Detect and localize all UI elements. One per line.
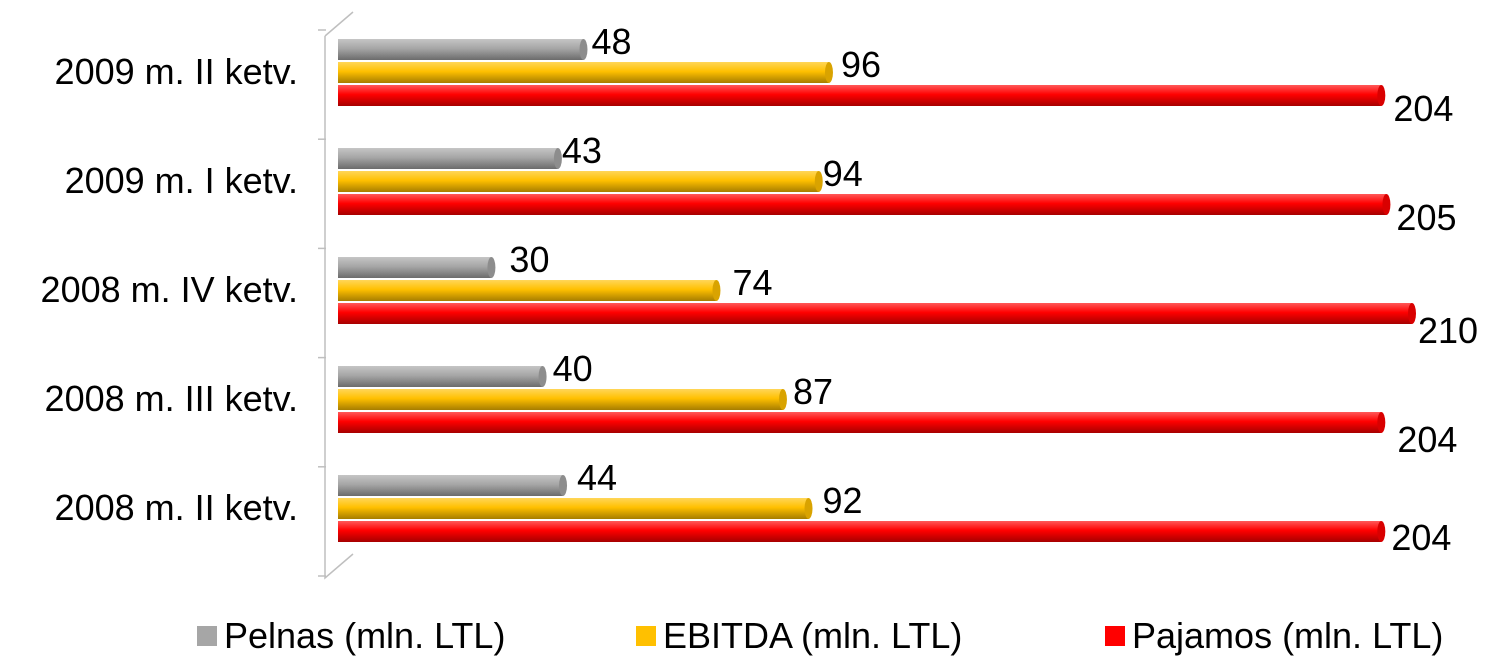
category-label-4: 2008 m. II ketv. <box>55 487 298 528</box>
bar-pelnas-4 <box>338 475 564 496</box>
legend-item-ebitda: EBITDA (mln. LTL) <box>636 608 962 664</box>
data-label-ebitda-2: 74 <box>732 262 772 303</box>
bar-cap-pajamos-3 <box>1377 412 1386 433</box>
category-labels: 2009 m. II ketv. 2009 m. I ketv. 2008 m. I… <box>41 51 298 528</box>
bar-pelnas-1 <box>338 148 558 169</box>
data-label-pajamos-3: 204 <box>1397 419 1457 460</box>
bar-cap-pajamos-0 <box>1377 85 1386 106</box>
bar-ebitda-0 <box>338 62 829 83</box>
bar-cap-ebitda-4 <box>804 498 813 519</box>
bar-ebitda-1 <box>338 171 819 192</box>
legend: Pelnas (mln. LTL) EBITDA (mln. LTL) Paja… <box>0 608 1492 664</box>
bar-ebitda-3 <box>338 389 783 410</box>
legend-swatch-pelnas <box>197 626 217 646</box>
data-label-pelnas-1: 43 <box>562 130 602 171</box>
category-label-1: 2009 m. I ketv. <box>65 160 298 201</box>
data-label-pelnas-2: 30 <box>509 239 549 280</box>
bar-cap-ebitda-0 <box>824 62 833 83</box>
legend-item-pelnas: Pelnas (mln. LTL) <box>197 608 505 664</box>
legend-swatch-ebitda <box>636 626 656 646</box>
bar-pajamos-3 <box>338 412 1382 433</box>
category-label-2: 2008 m. IV ketv. <box>41 269 298 310</box>
bar-cap-pelnas-1 <box>553 148 562 169</box>
category-label-3: 2008 m. III ketv. <box>45 378 298 419</box>
data-label-pelnas-3: 40 <box>553 348 593 389</box>
data-label-ebitda-4: 92 <box>823 480 863 521</box>
legend-label-pajamos: Pajamos (mln. LTL) <box>1132 615 1444 656</box>
bar-cap-ebitda-3 <box>778 389 787 410</box>
bar-pajamos-2 <box>338 303 1412 324</box>
bar-ebitda-2 <box>338 280 717 301</box>
data-label-ebitda-3: 87 <box>793 371 833 412</box>
bar-cap-ebitda-2 <box>712 280 721 301</box>
bar-cap-pajamos-4 <box>1377 521 1386 542</box>
bar-cap-pelnas-4 <box>559 475 568 496</box>
data-labels: 48 96 204 43 94 205 30 74 210 40 87 204 44 92 204 <box>509 21 1478 558</box>
bars <box>338 39 1416 542</box>
legend-label-pelnas: Pelnas (mln. LTL) <box>224 615 506 656</box>
bar-cap-pelnas-3 <box>538 366 547 387</box>
data-label-ebitda-0: 96 <box>841 44 881 85</box>
bar-pajamos-4 <box>338 521 1382 542</box>
data-label-pelnas-0: 48 <box>591 21 631 62</box>
bar-cap-pelnas-0 <box>579 39 588 60</box>
data-label-pajamos-0: 204 <box>1393 88 1453 129</box>
legend-label-ebitda: EBITDA (mln. LTL) <box>663 615 963 656</box>
data-label-pelnas-4: 44 <box>577 457 617 498</box>
bar-pelnas-3 <box>338 366 543 387</box>
bar-pajamos-0 <box>338 85 1382 106</box>
data-label-pajamos-2: 210 <box>1418 310 1478 351</box>
bar-pajamos-1 <box>338 194 1387 215</box>
data-label-pajamos-1: 205 <box>1396 197 1456 238</box>
data-label-pajamos-4: 204 <box>1391 517 1451 558</box>
bar-cap-ebitda-1 <box>814 171 823 192</box>
category-label-0: 2009 m. II ketv. <box>55 51 298 92</box>
bar-pelnas-2 <box>338 257 492 278</box>
bar-cap-pelnas-2 <box>487 257 496 278</box>
bar-ebitda-4 <box>338 498 809 519</box>
bar-cap-pajamos-2 <box>1408 303 1416 324</box>
category-axis <box>318 11 354 580</box>
legend-item-pajamos: Pajamos (mln. LTL) <box>1105 608 1443 664</box>
bar-cap-pajamos-1 <box>1382 194 1391 215</box>
legend-swatch-pajamos <box>1105 626 1125 646</box>
bar-pelnas-0 <box>338 39 584 60</box>
data-label-ebitda-1: 94 <box>823 153 863 194</box>
